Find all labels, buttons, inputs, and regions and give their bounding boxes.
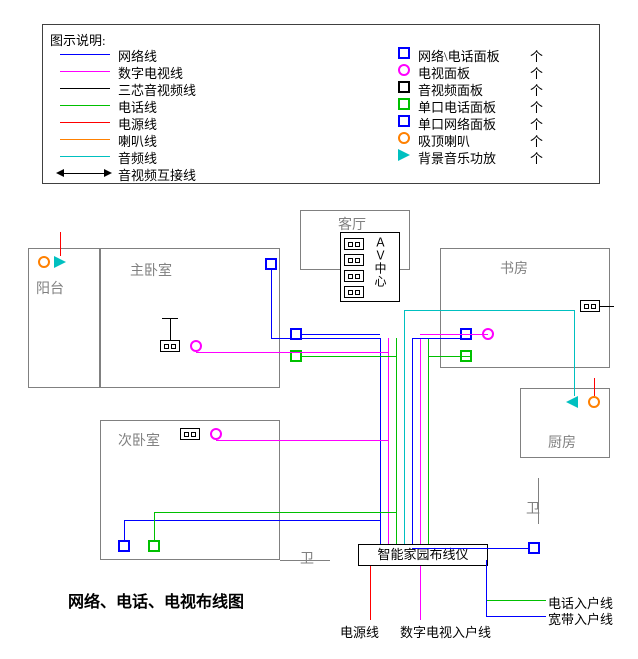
wire-tv xyxy=(216,440,388,441)
arrow-icon xyxy=(56,169,64,177)
legend-swatch-phone xyxy=(60,105,110,106)
label-kitchen: 厨房 xyxy=(548,432,576,452)
wire-audio xyxy=(574,310,575,396)
legend-swatch-audio xyxy=(60,156,110,157)
wire-net xyxy=(302,334,380,335)
label-bath1: 卫 xyxy=(300,548,314,568)
wire-phone xyxy=(396,338,397,544)
wire-net xyxy=(412,338,472,339)
hub-label: 智能家园布线仪 xyxy=(377,547,468,562)
arrow-icon xyxy=(104,169,112,177)
wire xyxy=(170,318,171,340)
wire-phone-ext xyxy=(486,600,546,601)
legend-swatch-av xyxy=(60,88,110,89)
bgm-icon xyxy=(398,149,410,161)
phone-panel-device xyxy=(148,540,160,552)
wire-net-ext xyxy=(486,616,546,617)
av-panel-icon xyxy=(398,81,410,93)
wire-tv xyxy=(420,334,488,335)
wire-phone xyxy=(302,356,396,357)
legend-swatch-speaker xyxy=(60,139,110,140)
wire-net xyxy=(412,548,528,549)
wire-audio xyxy=(404,310,574,311)
diagram-title: 网络、电话、电视布线图 xyxy=(68,588,244,612)
phone-panel-icon xyxy=(398,98,410,110)
label-secondary: 次卧室 xyxy=(118,430,160,450)
net1-panel-icon xyxy=(398,115,410,127)
wire-net2 xyxy=(412,338,413,544)
legend-unit: 个 xyxy=(530,148,543,167)
wire-power-ext xyxy=(370,566,371,620)
speaker-device xyxy=(38,256,50,268)
wire-tv-ext xyxy=(420,566,421,620)
wire-phone2 xyxy=(428,338,429,544)
av-sub-device xyxy=(344,254,364,266)
bgm-device xyxy=(54,256,66,268)
diagram-canvas: 图示说明: 网络线 数字电视线 三芯音视频线 电话线 电源线 喇叭线 音频线 音… xyxy=(0,0,638,659)
label-living: 客厅 xyxy=(338,214,366,234)
label-balcony: 阳台 xyxy=(36,278,64,298)
av-panel-device xyxy=(160,340,180,352)
tv-panel-icon xyxy=(398,64,410,76)
legend-swatch-net xyxy=(60,54,110,55)
wire-net xyxy=(124,520,380,521)
room-balcony xyxy=(28,248,100,388)
tv-panel-device xyxy=(190,340,202,352)
wire-tv xyxy=(388,338,389,544)
net-panel-device xyxy=(528,542,540,554)
av-panel-device xyxy=(580,300,600,312)
av-sub-device xyxy=(344,238,364,250)
wire xyxy=(60,232,61,256)
label-master: 主卧室 xyxy=(130,260,172,280)
wire xyxy=(600,306,614,307)
wire-phone xyxy=(154,512,396,513)
tv-panel-device xyxy=(210,428,222,440)
wire-tv xyxy=(196,352,388,353)
net-panel-device xyxy=(265,258,277,270)
room-master xyxy=(100,248,280,388)
ext-bb-label: 宽带入户线 xyxy=(548,609,613,628)
av-sub-device xyxy=(344,286,364,298)
wire-audio xyxy=(404,310,405,544)
wire xyxy=(162,318,178,319)
wire-net xyxy=(271,270,272,338)
wire-net-ext xyxy=(486,560,487,616)
legend-panel-bgm: 背景音乐功放 xyxy=(418,148,496,167)
legend-swatch-avint xyxy=(60,173,110,174)
wire-net xyxy=(124,520,125,540)
wire-phone xyxy=(428,356,472,357)
bath-wall xyxy=(538,478,539,524)
ext-tv-label: 数字电视入户线 xyxy=(400,622,491,641)
legend-swatch-power xyxy=(60,122,110,123)
speaker-device xyxy=(588,396,600,408)
av-center-label: ＡＶ中心 xyxy=(372,236,389,288)
av-panel-device xyxy=(180,428,200,440)
wire-tv2 xyxy=(420,338,421,544)
legend-title: 图示说明: xyxy=(50,30,106,49)
net-panel-device xyxy=(118,540,130,552)
label-study: 书房 xyxy=(500,258,528,278)
legend-swatch-tv xyxy=(60,71,110,72)
bgm-device xyxy=(566,396,578,408)
net-panel-icon xyxy=(398,47,410,59)
av-sub-device xyxy=(344,270,364,282)
wire xyxy=(594,378,595,396)
wire-net xyxy=(271,338,380,339)
speaker-icon xyxy=(398,132,410,144)
ext-power-label: 电源线 xyxy=(340,622,379,641)
bath-wall xyxy=(280,560,330,561)
wire-phone xyxy=(154,512,155,540)
wire-net xyxy=(380,338,381,544)
legend-label-avint: 音视频互接线 xyxy=(118,165,196,184)
